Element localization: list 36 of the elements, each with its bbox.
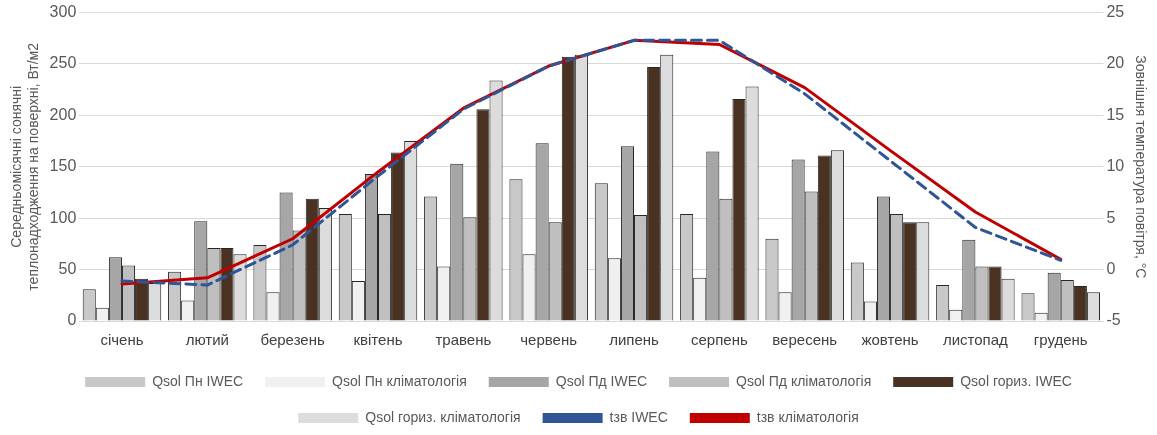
- y-tick-label: 150: [49, 157, 77, 175]
- x-tick-label: жовтень: [861, 331, 919, 349]
- x-tick-label: квітень: [353, 331, 403, 349]
- y-tick-label: 0: [67, 311, 77, 329]
- y-tick-label: 100: [49, 208, 77, 226]
- legend-label: Qsol Пн IWEC: [152, 372, 244, 389]
- y2-axis-title: Зовнішня температура повітря, °C: [1132, 55, 1149, 279]
- x-tick-label: травень: [435, 331, 492, 349]
- legend-label: Qsol Пд IWEC: [555, 372, 648, 389]
- y2-tick-label: 20: [1106, 54, 1125, 72]
- legend-label: Qsol Пн кліматологія: [332, 372, 467, 389]
- x-tick-label: серпень: [690, 331, 748, 349]
- x-tick-label: вересень: [772, 331, 838, 349]
- y2-tick-label: 5: [1106, 208, 1116, 226]
- y2-tick-label: 25: [1106, 3, 1125, 21]
- y-tick-label: 50: [58, 260, 77, 278]
- legend-label: Qsol гориз. IWEC: [960, 372, 1072, 389]
- x-tick-label: січень: [100, 331, 144, 349]
- y-axis-title: Середньомісячні сонячні теплонадходження на поверхні, Вт/м2: [8, 42, 42, 291]
- y-tick-label: 300: [49, 3, 77, 21]
- legend-label: tзв IWEC: [609, 408, 668, 425]
- legend-label: Qsol Пд кліматологія: [736, 372, 872, 389]
- x-tick-label: липень: [609, 331, 660, 349]
- y2-tick-label: 0: [1106, 260, 1116, 278]
- y2-tick-label: 15: [1106, 105, 1125, 123]
- y2-tick-label: -5: [1106, 311, 1121, 329]
- x-tick-label: червень: [520, 331, 578, 349]
- y2-tick-label: 10: [1106, 157, 1125, 175]
- legend-label: Qsol гориз. кліматологія: [365, 408, 521, 425]
- legend-label: tзв кліматологія: [756, 408, 859, 425]
- x-tick-label: грудень: [1033, 331, 1088, 349]
- y-tick-label: 250: [49, 54, 77, 72]
- y-tick-label: 200: [49, 105, 77, 123]
- x-tick-label: березень: [260, 331, 325, 349]
- x-tick-label: лютий: [185, 331, 229, 349]
- x-tick-label: листопад: [942, 331, 1009, 349]
